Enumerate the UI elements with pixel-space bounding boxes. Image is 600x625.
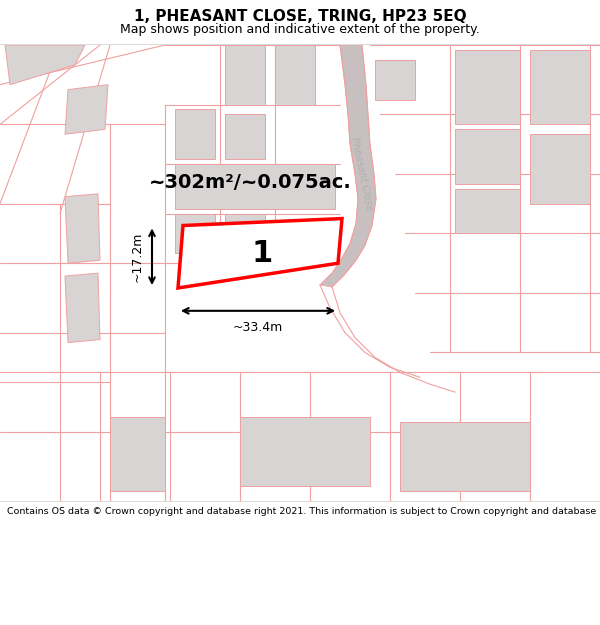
Polygon shape — [530, 134, 590, 204]
Polygon shape — [175, 109, 215, 159]
Polygon shape — [530, 50, 590, 124]
Polygon shape — [225, 45, 265, 104]
Polygon shape — [455, 50, 520, 124]
Polygon shape — [225, 114, 265, 159]
Polygon shape — [455, 189, 520, 234]
Polygon shape — [65, 273, 100, 342]
Text: 1: 1 — [251, 239, 272, 268]
Text: Map shows position and indicative extent of the property.: Map shows position and indicative extent… — [120, 23, 480, 36]
Text: Pheasant Close: Pheasant Close — [349, 136, 374, 212]
Polygon shape — [178, 219, 342, 288]
Polygon shape — [240, 417, 370, 486]
Text: ~33.4m: ~33.4m — [233, 321, 283, 334]
Text: Contains OS data © Crown copyright and database right 2021. This information is : Contains OS data © Crown copyright and d… — [7, 507, 600, 516]
Text: ~302m²/~0.075ac.: ~302m²/~0.075ac. — [149, 173, 352, 192]
Polygon shape — [275, 45, 315, 104]
Polygon shape — [110, 417, 165, 491]
Text: ~17.2m: ~17.2m — [131, 232, 144, 282]
Polygon shape — [65, 84, 108, 134]
Polygon shape — [175, 214, 215, 253]
Polygon shape — [400, 422, 530, 491]
Polygon shape — [65, 194, 100, 263]
Polygon shape — [375, 60, 415, 99]
Polygon shape — [5, 45, 85, 84]
Polygon shape — [320, 45, 376, 287]
Text: 1, PHEASANT CLOSE, TRING, HP23 5EQ: 1, PHEASANT CLOSE, TRING, HP23 5EQ — [134, 9, 466, 24]
Polygon shape — [455, 129, 520, 184]
Polygon shape — [175, 164, 335, 209]
Polygon shape — [225, 214, 265, 253]
